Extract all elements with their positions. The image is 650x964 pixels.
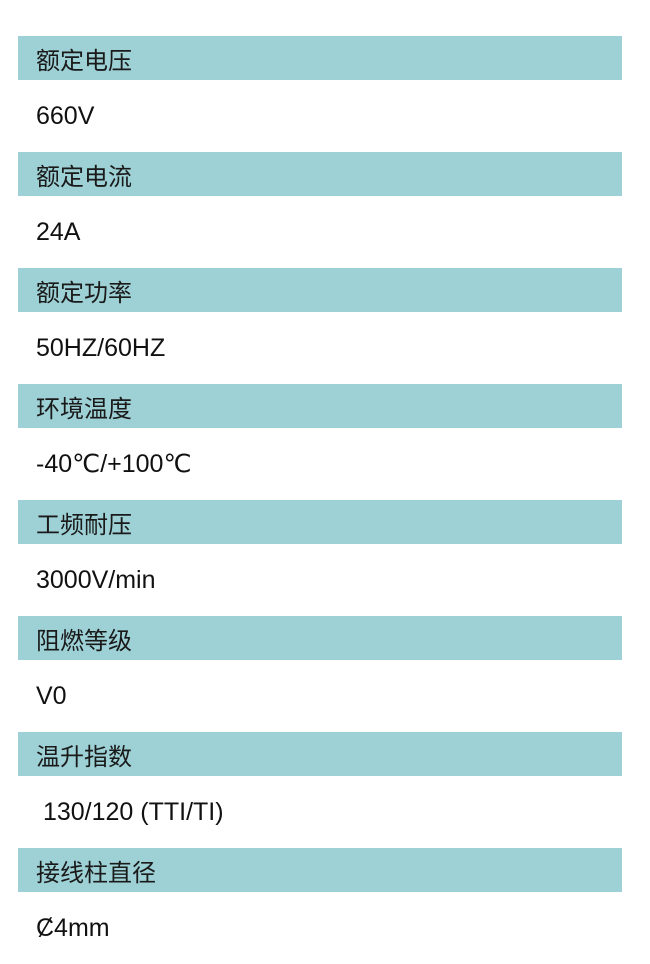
spec-value: 660V [36,101,95,130]
spec-label-bar: 温升指数 [18,732,622,776]
spec-label-bar: 环境温度 [18,384,622,428]
spec-label-bar: 额定电流 [18,152,622,196]
spec-value: 50HZ/60HZ [36,333,166,362]
spec-value: 3000V/min [36,565,156,594]
spec-row: 环境温度 -40℃/+100℃ [0,384,650,500]
spec-row: 接线柱直径 Ȼ4mm [0,848,650,964]
spec-label: 接线柱直径 [36,858,156,887]
spec-value: 130/120 (TTI/TI) [36,797,224,826]
spec-value: Ȼ4mm [36,913,110,942]
spec-label: 工频耐压 [36,510,132,539]
spec-row: 额定电流 24A [0,152,650,268]
spec-label: 环境温度 [36,394,132,423]
spec-value: 24A [36,217,81,246]
spec-label: 额定电压 [36,46,132,75]
spec-label-bar: 工频耐压 [18,500,622,544]
spec-value: -40℃/+100℃ [36,450,192,478]
spec-value: V0 [36,681,67,710]
spec-label: 阻燃等级 [36,626,132,655]
spec-row: 额定功率 50HZ/60HZ [0,268,650,384]
spec-row: 工频耐压 3000V/min [0,500,650,616]
spec-row: 阻燃等级 V0 [0,616,650,732]
spec-label-bar: 额定电压 [18,36,622,80]
spec-row: 额定电压 660V [0,36,650,152]
spec-label-bar: 额定功率 [18,268,622,312]
spec-label: 额定电流 [36,162,132,191]
spec-list: 额定电压 660V 额定电流 24A 额定功率 50HZ/60HZ 环境温度 -40℃/+10… [0,36,650,964]
spec-label-bar: 接线柱直径 [18,848,622,892]
spec-label: 额定功率 [36,278,132,307]
spec-row: 温升指数 130/120 (TTI/TI) [0,732,650,848]
spec-label-bar: 阻燃等级 [18,616,622,660]
spec-label: 温升指数 [36,742,132,771]
